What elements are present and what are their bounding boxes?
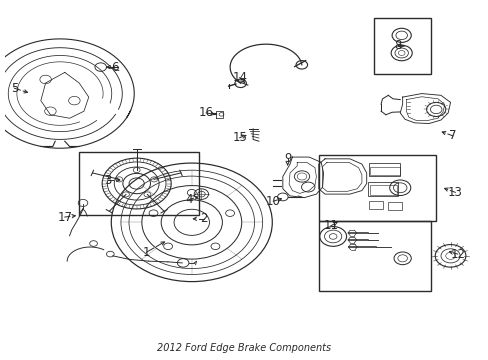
Bar <box>318 155 435 221</box>
Text: 2: 2 <box>200 212 207 225</box>
Text: 3: 3 <box>104 174 111 186</box>
Text: 5: 5 <box>11 82 18 95</box>
Text: 1: 1 <box>142 246 150 259</box>
Text: 13: 13 <box>447 186 462 199</box>
Text: 7: 7 <box>448 129 456 143</box>
Text: 4: 4 <box>185 193 193 206</box>
Text: 2012 Ford Edge Brake Components: 2012 Ford Edge Brake Components <box>157 343 331 352</box>
Bar <box>79 152 199 215</box>
Bar <box>368 163 399 176</box>
Text: 11: 11 <box>323 219 338 232</box>
Bar <box>373 18 430 74</box>
Text: 9: 9 <box>284 152 291 165</box>
Bar <box>369 185 397 195</box>
Text: 14: 14 <box>232 71 247 84</box>
Text: 8: 8 <box>393 40 401 53</box>
Text: 16: 16 <box>198 107 213 120</box>
Bar <box>318 221 430 291</box>
Text: 10: 10 <box>265 195 280 208</box>
Bar <box>387 202 401 210</box>
Text: 6: 6 <box>111 60 119 73</box>
Text: 17: 17 <box>57 211 72 224</box>
Text: 15: 15 <box>232 131 246 144</box>
Bar <box>368 201 383 209</box>
Bar <box>369 167 399 175</box>
Bar <box>367 182 397 196</box>
Text: 12: 12 <box>449 248 464 261</box>
